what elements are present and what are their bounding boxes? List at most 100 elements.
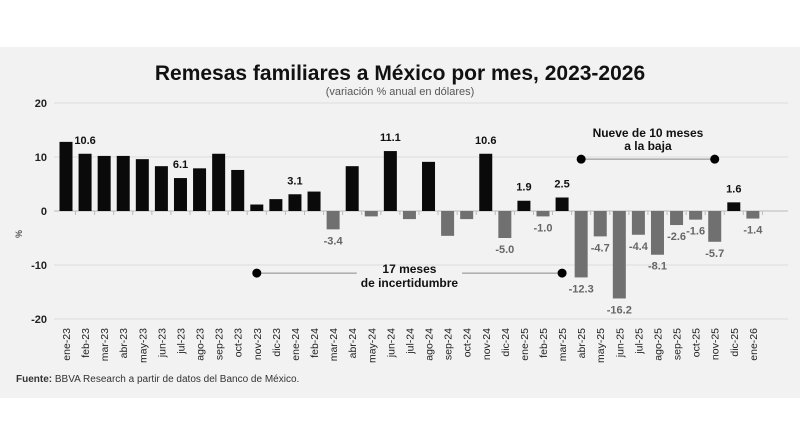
- data-label: -8.1: [648, 261, 667, 273]
- y-tick-label: 10: [35, 152, 47, 164]
- bar-jun-24: [383, 151, 397, 211]
- bar-feb-23: [78, 153, 92, 211]
- bar-sep-23: [212, 153, 226, 211]
- bar-mar-25: [555, 197, 569, 211]
- bar-jul-25: [631, 211, 645, 235]
- x-tick-label: abr-24: [347, 328, 359, 359]
- bar-mar-23: [97, 155, 111, 211]
- bar-abr-23: [116, 155, 130, 211]
- bar-abr-25: [574, 211, 588, 278]
- x-tick-label: sep-24: [443, 328, 455, 360]
- bar-may-24: [364, 211, 378, 217]
- bar-ago-25: [650, 211, 664, 255]
- x-tick-label: jul-25: [633, 328, 645, 355]
- data-label: 3.1: [287, 175, 302, 187]
- bar-sep-24: [441, 211, 455, 236]
- bar-nov-24: [479, 153, 493, 211]
- data-label: -16.2: [607, 304, 632, 316]
- annotation-text: a la baja: [624, 139, 672, 153]
- data-label: -12.3: [569, 283, 594, 295]
- x-tick-label: ago-23: [195, 328, 207, 361]
- bar-jun-23: [154, 166, 168, 211]
- x-tick-label: abr-25: [576, 328, 588, 359]
- bar-oct-25: [689, 211, 703, 220]
- bar-oct-24: [460, 211, 474, 220]
- x-tick-label: may-25: [595, 328, 607, 363]
- x-tick-label: feb-24: [309, 328, 321, 358]
- x-tick-label: jun-23: [156, 328, 168, 358]
- x-tick-label: nov-24: [481, 328, 493, 360]
- bar-jul-24: [402, 211, 416, 220]
- data-label: -4.7: [591, 242, 610, 254]
- x-tick-label: may-23: [137, 328, 149, 363]
- x-tick-label: oct-25: [691, 328, 703, 357]
- x-tick-label: abr-23: [118, 328, 130, 359]
- bar-nov-25: [708, 211, 722, 242]
- data-label: -3.4: [324, 235, 344, 247]
- annotation-dot: [710, 154, 720, 164]
- data-label: 6.1: [173, 159, 188, 171]
- y-tick-label: -20: [31, 314, 47, 326]
- x-tick-label: mar-23: [99, 328, 111, 361]
- y-axis-label: %: [14, 230, 24, 238]
- y-tick-label: -10: [31, 260, 47, 272]
- data-label: -4.4: [629, 241, 649, 253]
- data-label: -5.7: [705, 248, 724, 260]
- data-label: 1.6: [726, 183, 741, 195]
- bar-dic-25: [727, 202, 741, 211]
- bar-sep-25: [670, 211, 684, 226]
- annotation-dot: [576, 154, 586, 164]
- x-tick-label: oct-23: [233, 328, 245, 357]
- bar-nov-23: [250, 204, 264, 211]
- annotation-text: 17 meses: [382, 262, 436, 276]
- bar-feb-25: [536, 211, 550, 217]
- bar-jun-25: [612, 211, 626, 299]
- x-tick-label: jun-24: [385, 328, 397, 358]
- bar-jul-23: [173, 178, 187, 211]
- x-tick-label: sep-23: [214, 328, 226, 360]
- data-label: 11.1: [380, 132, 401, 144]
- bar-ene-25: [517, 200, 531, 211]
- bar-oct-23: [231, 169, 245, 211]
- x-tick-label: feb-23: [80, 328, 92, 358]
- bar-feb-24: [307, 191, 321, 211]
- bar-dic-24: [498, 211, 512, 238]
- x-tick-label: ene-26: [748, 328, 760, 361]
- bar-ago-24: [422, 161, 436, 211]
- x-tick-label: mar-25: [557, 328, 569, 361]
- x-tick-label: jun-25: [614, 328, 626, 358]
- data-label: 10.6: [74, 135, 95, 147]
- x-tick-label: feb-25: [538, 328, 550, 358]
- bar-ene-26: [746, 211, 760, 219]
- x-tick-label: mar-24: [328, 328, 340, 361]
- x-tick-label: dic-24: [500, 328, 512, 357]
- chart-card: [0, 47, 800, 398]
- x-tick-label: ago-25: [652, 328, 664, 361]
- x-tick-label: nov-25: [710, 328, 722, 360]
- x-tick-label: ene-24: [290, 328, 302, 361]
- x-tick-label: jul-23: [175, 328, 187, 355]
- data-label: -2.6: [667, 231, 686, 243]
- bar-ago-23: [193, 168, 207, 211]
- y-tick-label: 0: [41, 206, 47, 218]
- data-label: -1.6: [686, 226, 705, 238]
- x-tick-label: ene-23: [61, 328, 73, 361]
- source-label: Fuente:: [16, 374, 52, 385]
- x-tick-label: jul-24: [404, 328, 416, 355]
- bar-ene-23: [59, 141, 73, 211]
- data-label: 1.9: [516, 182, 531, 194]
- annotation-dot: [557, 268, 567, 278]
- data-label: 2.5: [554, 179, 569, 191]
- bar-mar-24: [326, 211, 340, 230]
- annotation-text: Nueve de 10 meses: [593, 126, 704, 140]
- annotation-dot: [252, 268, 262, 278]
- bar-dic-23: [269, 199, 283, 211]
- x-tick-label: ago-24: [424, 328, 436, 361]
- x-tick-label: nov-23: [252, 328, 264, 360]
- source-note: Fuente: BBVA Research a partir de datos …: [16, 374, 299, 385]
- bar-abr-24: [345, 166, 359, 211]
- data-label: -1.4: [743, 225, 763, 237]
- bar-may-25: [593, 211, 607, 237]
- bar-ene-24: [288, 194, 302, 211]
